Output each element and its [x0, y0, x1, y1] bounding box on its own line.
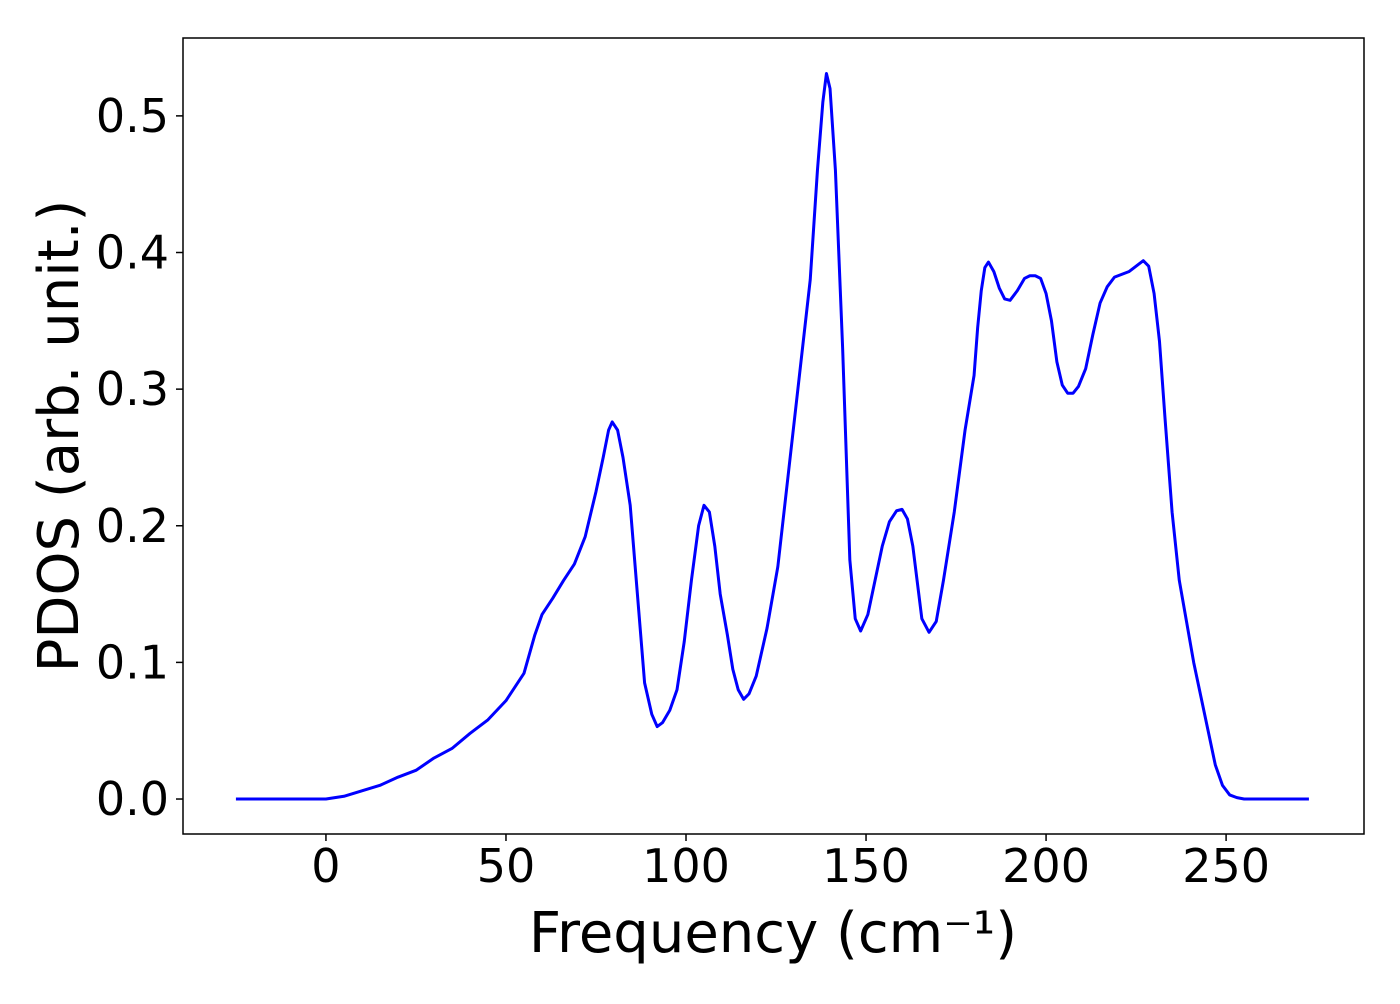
y-tick-label: 0.2 [96, 499, 169, 553]
y-tick-label: 0.1 [96, 635, 169, 689]
y-axis-label: PDOS (arb. unit.) [27, 200, 92, 673]
x-tick-label: 50 [477, 839, 536, 893]
x-tick-label: 150 [822, 839, 910, 893]
x-tick-label: 250 [1182, 839, 1270, 893]
x-tick-label: 200 [1002, 839, 1090, 893]
plot-frame [182, 37, 1365, 835]
y-tick-label: 0.0 [96, 772, 169, 826]
data-line [235, 72, 1309, 801]
y-tick-label: 0.3 [96, 362, 169, 416]
y-tick-label: 0.4 [96, 226, 169, 280]
x-axis-label: Frequency (cm⁻¹) [529, 901, 1017, 966]
x-tick-label: 0 [311, 839, 340, 893]
x-tick-label: 100 [642, 839, 730, 893]
y-tick-label: 0.5 [96, 89, 169, 143]
